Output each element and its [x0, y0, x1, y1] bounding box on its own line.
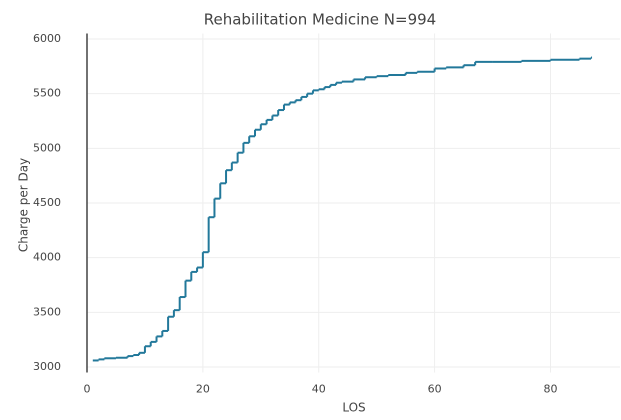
x-tick-label: 20	[196, 383, 210, 396]
y-tick-label: 5500	[33, 87, 61, 100]
chart-title: Rehabilitation Medicine N=994	[204, 11, 436, 29]
x-tick-label: 0	[84, 383, 91, 396]
x-tick-label: 80	[543, 383, 557, 396]
y-axis-title: Charge per Day	[17, 158, 31, 252]
y-tick-label: 6000	[33, 32, 61, 45]
x-axis-title: LOS	[342, 401, 365, 415]
y-tick-label: 3500	[33, 305, 61, 318]
y-tick-label: 4000	[33, 251, 61, 264]
x-tick-label: 40	[312, 383, 326, 396]
y-tick-label: 4500	[33, 196, 61, 209]
y-tick-label: 3000	[33, 360, 61, 373]
x-tick-label: 60	[428, 383, 442, 396]
y-tick-label: 5000	[33, 141, 61, 154]
